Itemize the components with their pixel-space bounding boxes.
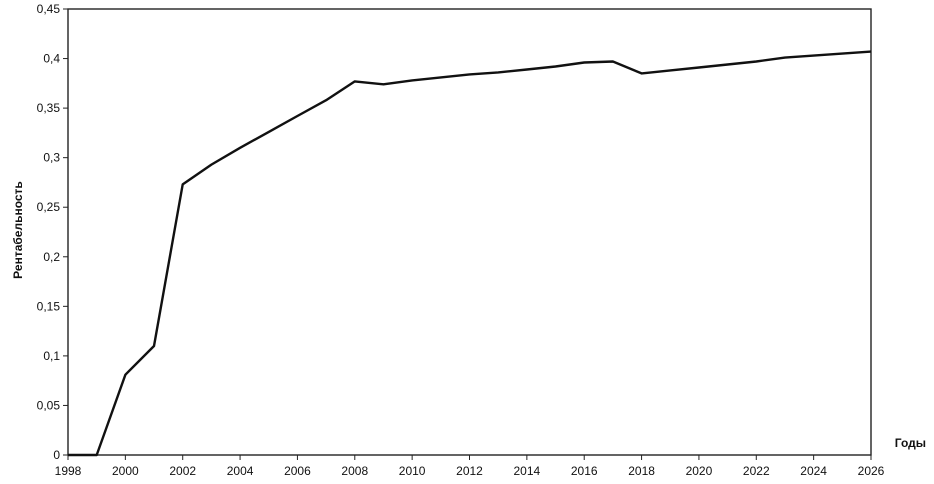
- x-tick-label: 2022: [743, 464, 770, 478]
- y-tick-label: 0,4: [43, 52, 60, 66]
- series-line: [68, 50, 872, 457]
- plot-area: [67, 8, 872, 456]
- x-axis-label: Годы: [895, 436, 926, 450]
- x-tick-label: 2012: [456, 464, 483, 478]
- y-tick-label: 0: [53, 448, 60, 462]
- y-axis: 0 0,05 0,1 0,15 0,2 0,25 0,3 0,35 0,4 0,45: [37, 2, 68, 462]
- x-tick-label: 2024: [800, 464, 827, 478]
- y-tick-label: 0,45: [37, 2, 61, 16]
- x-axis: 1998 2000 2002 2004 2006 2008 2010 2012 2014 2016…: [55, 455, 885, 478]
- x-tick-label: 2004: [227, 464, 254, 478]
- x-tick-label: 2006: [284, 464, 311, 478]
- y-tick-label: 0,35: [37, 101, 61, 115]
- y-tick-label: 0,1: [43, 349, 60, 363]
- x-tick-label: 2026: [858, 464, 885, 478]
- x-tick-label: 1998: [55, 464, 82, 478]
- y-tick-label: 0,25: [37, 200, 61, 214]
- y-axis-label: Рентабельность: [11, 181, 25, 279]
- x-tick-label: 2020: [686, 464, 713, 478]
- x-tick-label: 2014: [514, 464, 541, 478]
- x-tick-label: 2008: [341, 464, 368, 478]
- x-tick-label: 2016: [571, 464, 598, 478]
- x-tick-label: 2018: [628, 464, 655, 478]
- y-tick-label: 0,05: [37, 398, 61, 412]
- x-tick-label: 2000: [112, 464, 139, 478]
- y-tick-label: 0,15: [37, 299, 61, 313]
- y-tick-label: 0,2: [43, 250, 60, 264]
- x-tick-label: 2010: [399, 464, 426, 478]
- x-tick-label: 2002: [169, 464, 196, 478]
- y-tick-label: 0,3: [43, 151, 60, 165]
